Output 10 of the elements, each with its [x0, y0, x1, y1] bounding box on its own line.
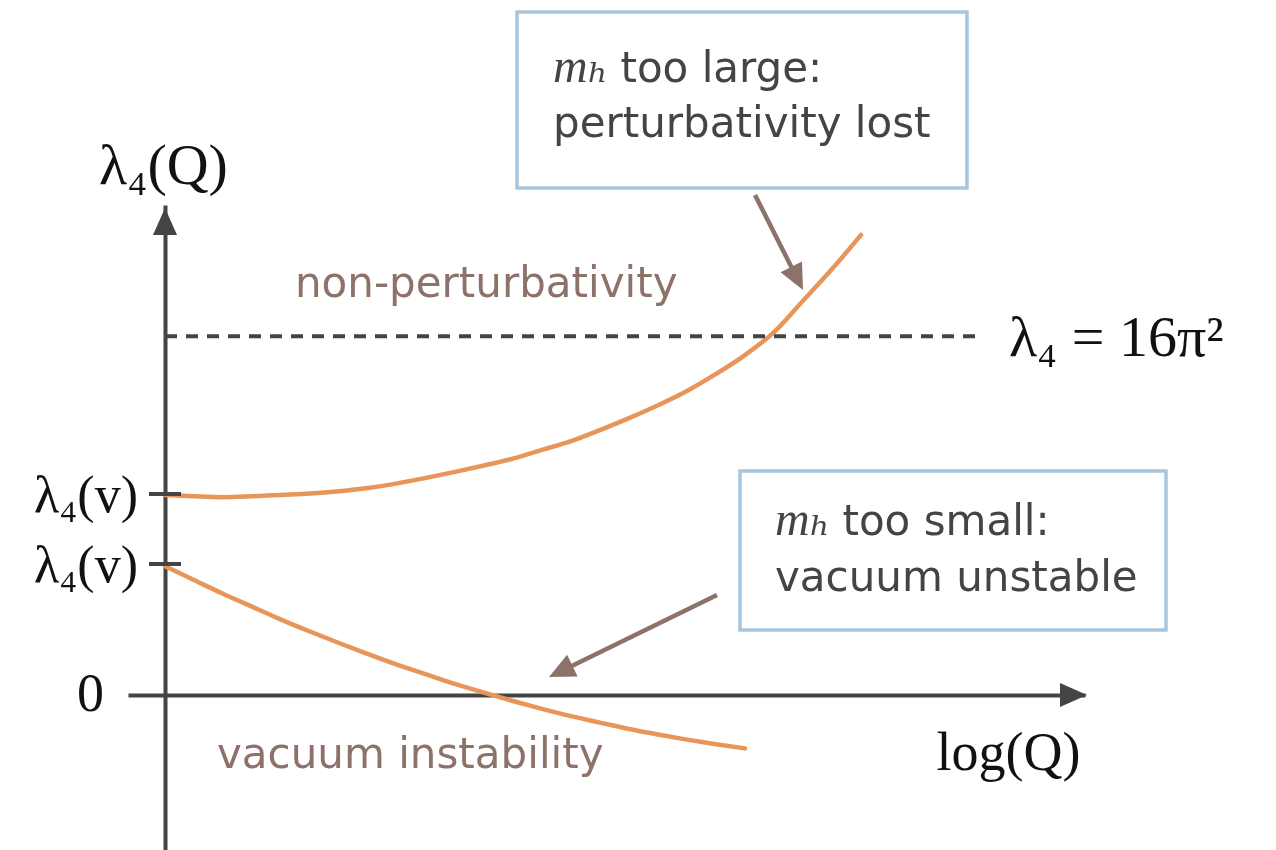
text: mₕ too large: perturbativity lost — [553, 39, 931, 147]
text: λ₄(v) — [34, 535, 138, 594]
annotation: vacuum instability — [217, 729, 604, 778]
text: λ₄(v) — [34, 465, 138, 524]
x-axis-title: log(Q) — [936, 721, 1081, 782]
text: 0 — [77, 663, 104, 723]
text: λ₄ = 16π² — [1009, 303, 1224, 369]
annotation: mₕ too small: vacuum unstable — [775, 492, 1138, 601]
y-axis-title: λ₄(Q) — [99, 131, 228, 197]
annotation: non-perturbativity — [295, 258, 678, 307]
